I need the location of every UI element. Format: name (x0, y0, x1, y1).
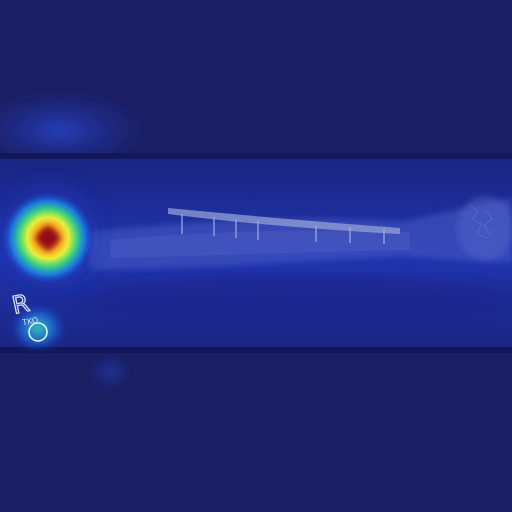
marker-glow (10, 304, 66, 352)
lower-glow (90, 358, 130, 386)
film-band-bottom-edge (0, 347, 512, 353)
marker-subtext: TKO (21, 316, 39, 328)
marker-letter: R (10, 289, 32, 320)
bone-shape (90, 198, 512, 270)
soft-tissue-shadow (80, 276, 512, 324)
marker-ring (28, 322, 48, 342)
joint-region (457, 196, 512, 260)
plate-screws (181, 214, 385, 244)
side-marker: R TKO (9, 288, 48, 342)
upper-glow (0, 90, 150, 170)
film-band-top-edge (0, 153, 512, 159)
heat-core (35, 225, 61, 251)
fixation-plate (168, 208, 400, 234)
bone-shaft-highlight (110, 230, 410, 258)
